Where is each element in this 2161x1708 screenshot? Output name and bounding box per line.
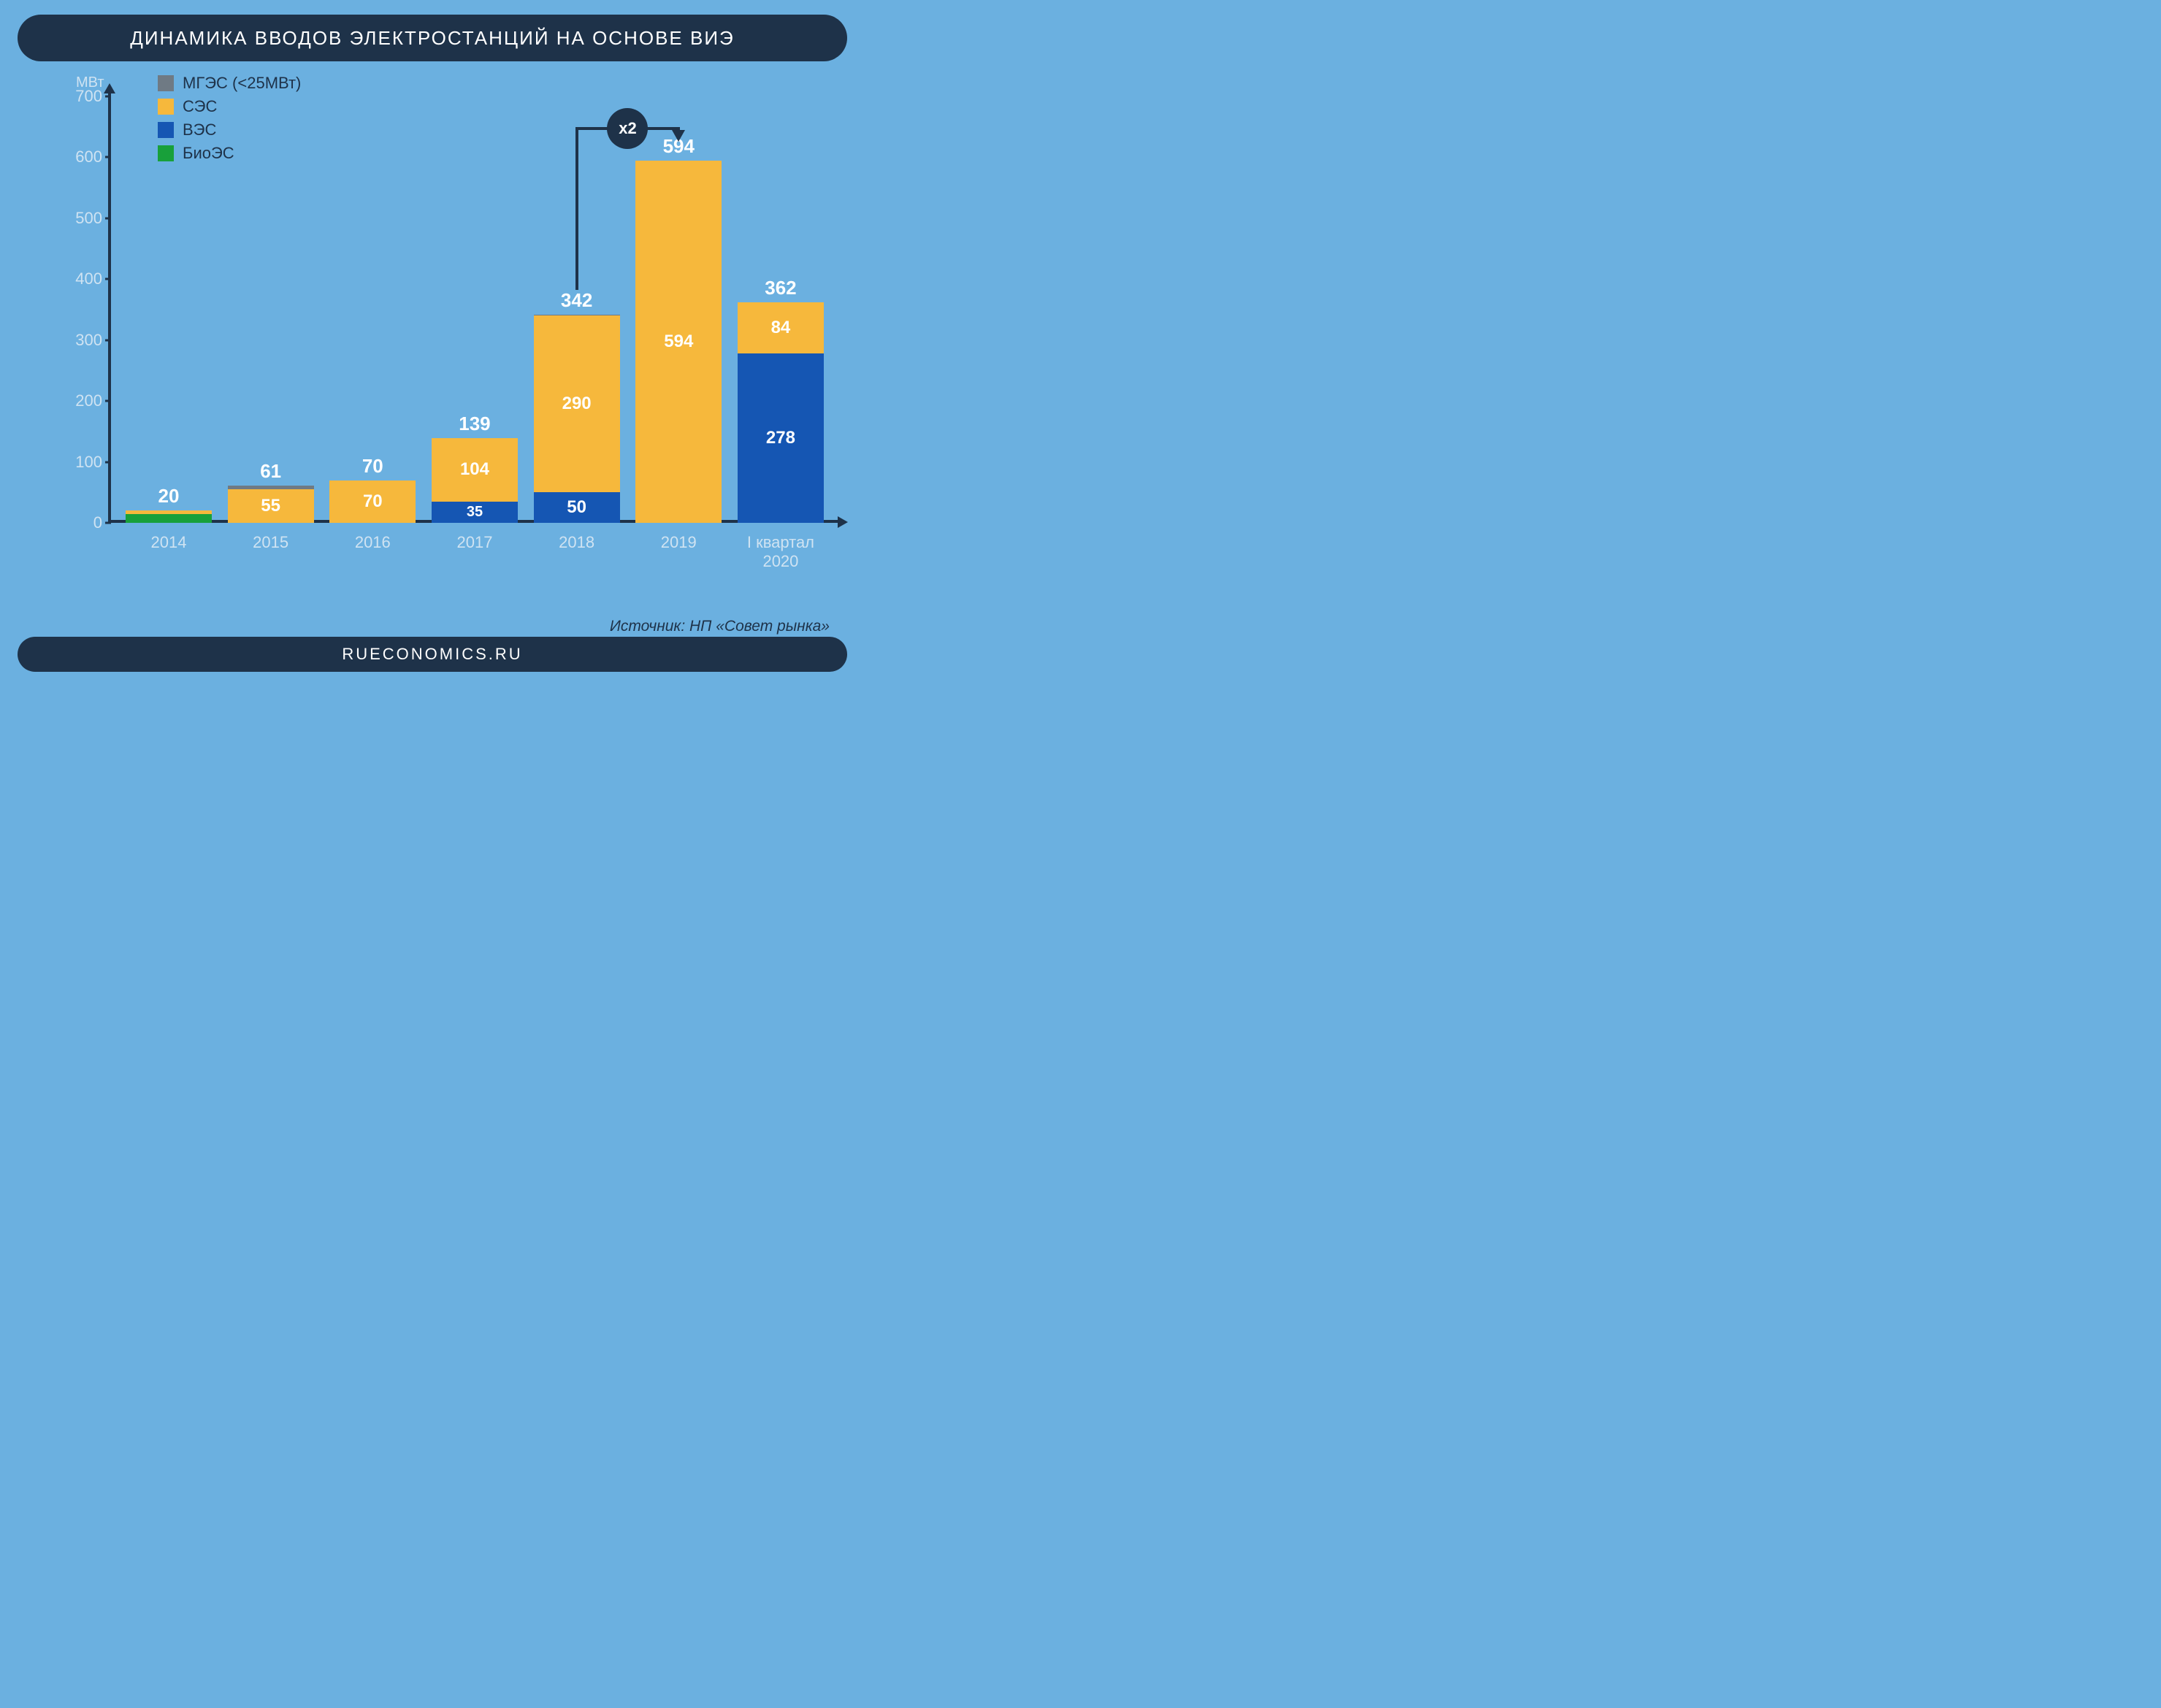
bar-total-label: 70 bbox=[329, 455, 416, 478]
y-tick-mark bbox=[105, 217, 111, 219]
x-category-label: 2019 bbox=[621, 533, 736, 552]
y-tick-mark bbox=[105, 156, 111, 158]
bar-column: 5945942019 bbox=[635, 135, 722, 523]
chart-title: ДИНАМИКА ВВОДОВ ЭЛЕКТРОСТАНЦИЙ НА ОСНОВЕ… bbox=[18, 15, 847, 61]
x-category-label: 2016 bbox=[315, 533, 430, 552]
y-tick-label: 100 bbox=[44, 453, 102, 472]
bar-segment-ses: 290 bbox=[534, 315, 620, 492]
bar-segment-value: 290 bbox=[562, 394, 592, 414]
bar-column: 202014 bbox=[126, 485, 212, 523]
bar-segment-value: 50 bbox=[567, 497, 586, 518]
bar-segment-ves: 35 bbox=[432, 502, 518, 523]
bar-column: 61552015 bbox=[228, 460, 314, 523]
bar-segment-ses: 55 bbox=[228, 489, 314, 523]
x-category-label: 2017 bbox=[417, 533, 532, 552]
bars-container: 2020146155201570702016139104352017342290… bbox=[126, 96, 824, 523]
bar-total-label: 342 bbox=[534, 289, 620, 312]
y-tick-mark bbox=[105, 96, 111, 98]
chart-area: МВт МГЭС (<25МВт)СЭСВЭСБиоЭС 20201461552… bbox=[35, 76, 838, 574]
bar-segment-value: 70 bbox=[363, 491, 383, 512]
y-tick-mark bbox=[105, 522, 111, 524]
source-line-1: Источник: НП «Совет рынка» bbox=[610, 618, 830, 635]
bar-segment-ves: 278 bbox=[738, 353, 824, 523]
y-tick-label: 200 bbox=[44, 391, 102, 410]
y-tick-mark bbox=[105, 461, 111, 463]
y-axis-line bbox=[108, 91, 111, 523]
legend-item: МГЭС (<25МВт) bbox=[158, 72, 301, 95]
footer-brand: RUECONOMICS.RU bbox=[18, 637, 847, 672]
y-tick-label: 700 bbox=[44, 87, 102, 106]
y-tick-label: 300 bbox=[44, 331, 102, 350]
bar-total-label: 20 bbox=[126, 485, 212, 508]
y-axis-arrowhead bbox=[104, 83, 115, 93]
bar-column: 36284278I квартал2020 bbox=[738, 277, 824, 523]
infographic-canvas: ДИНАМИКА ВВОДОВ ЭЛЕКТРОСТАНЦИЙ НА ОСНОВЕ… bbox=[0, 0, 865, 683]
bar-segment-value: 55 bbox=[261, 496, 280, 516]
x-axis-arrowhead bbox=[838, 516, 848, 528]
y-tick-mark bbox=[105, 278, 111, 280]
bar-segment-ses: 84 bbox=[738, 302, 824, 353]
bar-segment-value: 35 bbox=[467, 504, 483, 521]
bar-segment-value: 594 bbox=[664, 332, 693, 352]
legend-swatch bbox=[158, 75, 174, 91]
x-category-label: 2018 bbox=[519, 533, 635, 552]
y-tick-label: 600 bbox=[44, 148, 102, 166]
bar-column: 70702016 bbox=[329, 455, 416, 523]
bar-segment-ses: 70 bbox=[329, 480, 416, 523]
bar-segment-value: 278 bbox=[766, 428, 795, 448]
y-tick-label: 500 bbox=[44, 209, 102, 228]
bar-total-label: 61 bbox=[228, 460, 314, 483]
bar-segment-value: 104 bbox=[460, 459, 489, 480]
bar-segment-ses: 594 bbox=[635, 161, 722, 523]
x-category-label: 2015 bbox=[213, 533, 329, 552]
bar-column: 139104352017 bbox=[432, 413, 518, 523]
x-category-label: I квартал2020 bbox=[723, 533, 838, 572]
bar-total-label: 139 bbox=[432, 413, 518, 435]
bar-total-label: 594 bbox=[635, 135, 722, 158]
bar-segment-ses: 104 bbox=[432, 438, 518, 502]
x-category-label: 2014 bbox=[111, 533, 226, 552]
bar-total-label: 362 bbox=[738, 277, 824, 299]
bar-segment-ves: 50 bbox=[534, 492, 620, 523]
y-tick-label: 0 bbox=[44, 513, 102, 532]
legend-label: МГЭС (<25МВт) bbox=[183, 74, 301, 93]
bar-column: 342290502018 bbox=[534, 289, 620, 523]
bar-segment-bio bbox=[126, 514, 212, 524]
y-tick-mark bbox=[105, 339, 111, 341]
bar-segment-value: 84 bbox=[771, 318, 791, 338]
plot-region: 2020146155201570702016139104352017342290… bbox=[108, 96, 838, 523]
y-tick-label: 400 bbox=[44, 269, 102, 288]
y-tick-mark bbox=[105, 400, 111, 402]
